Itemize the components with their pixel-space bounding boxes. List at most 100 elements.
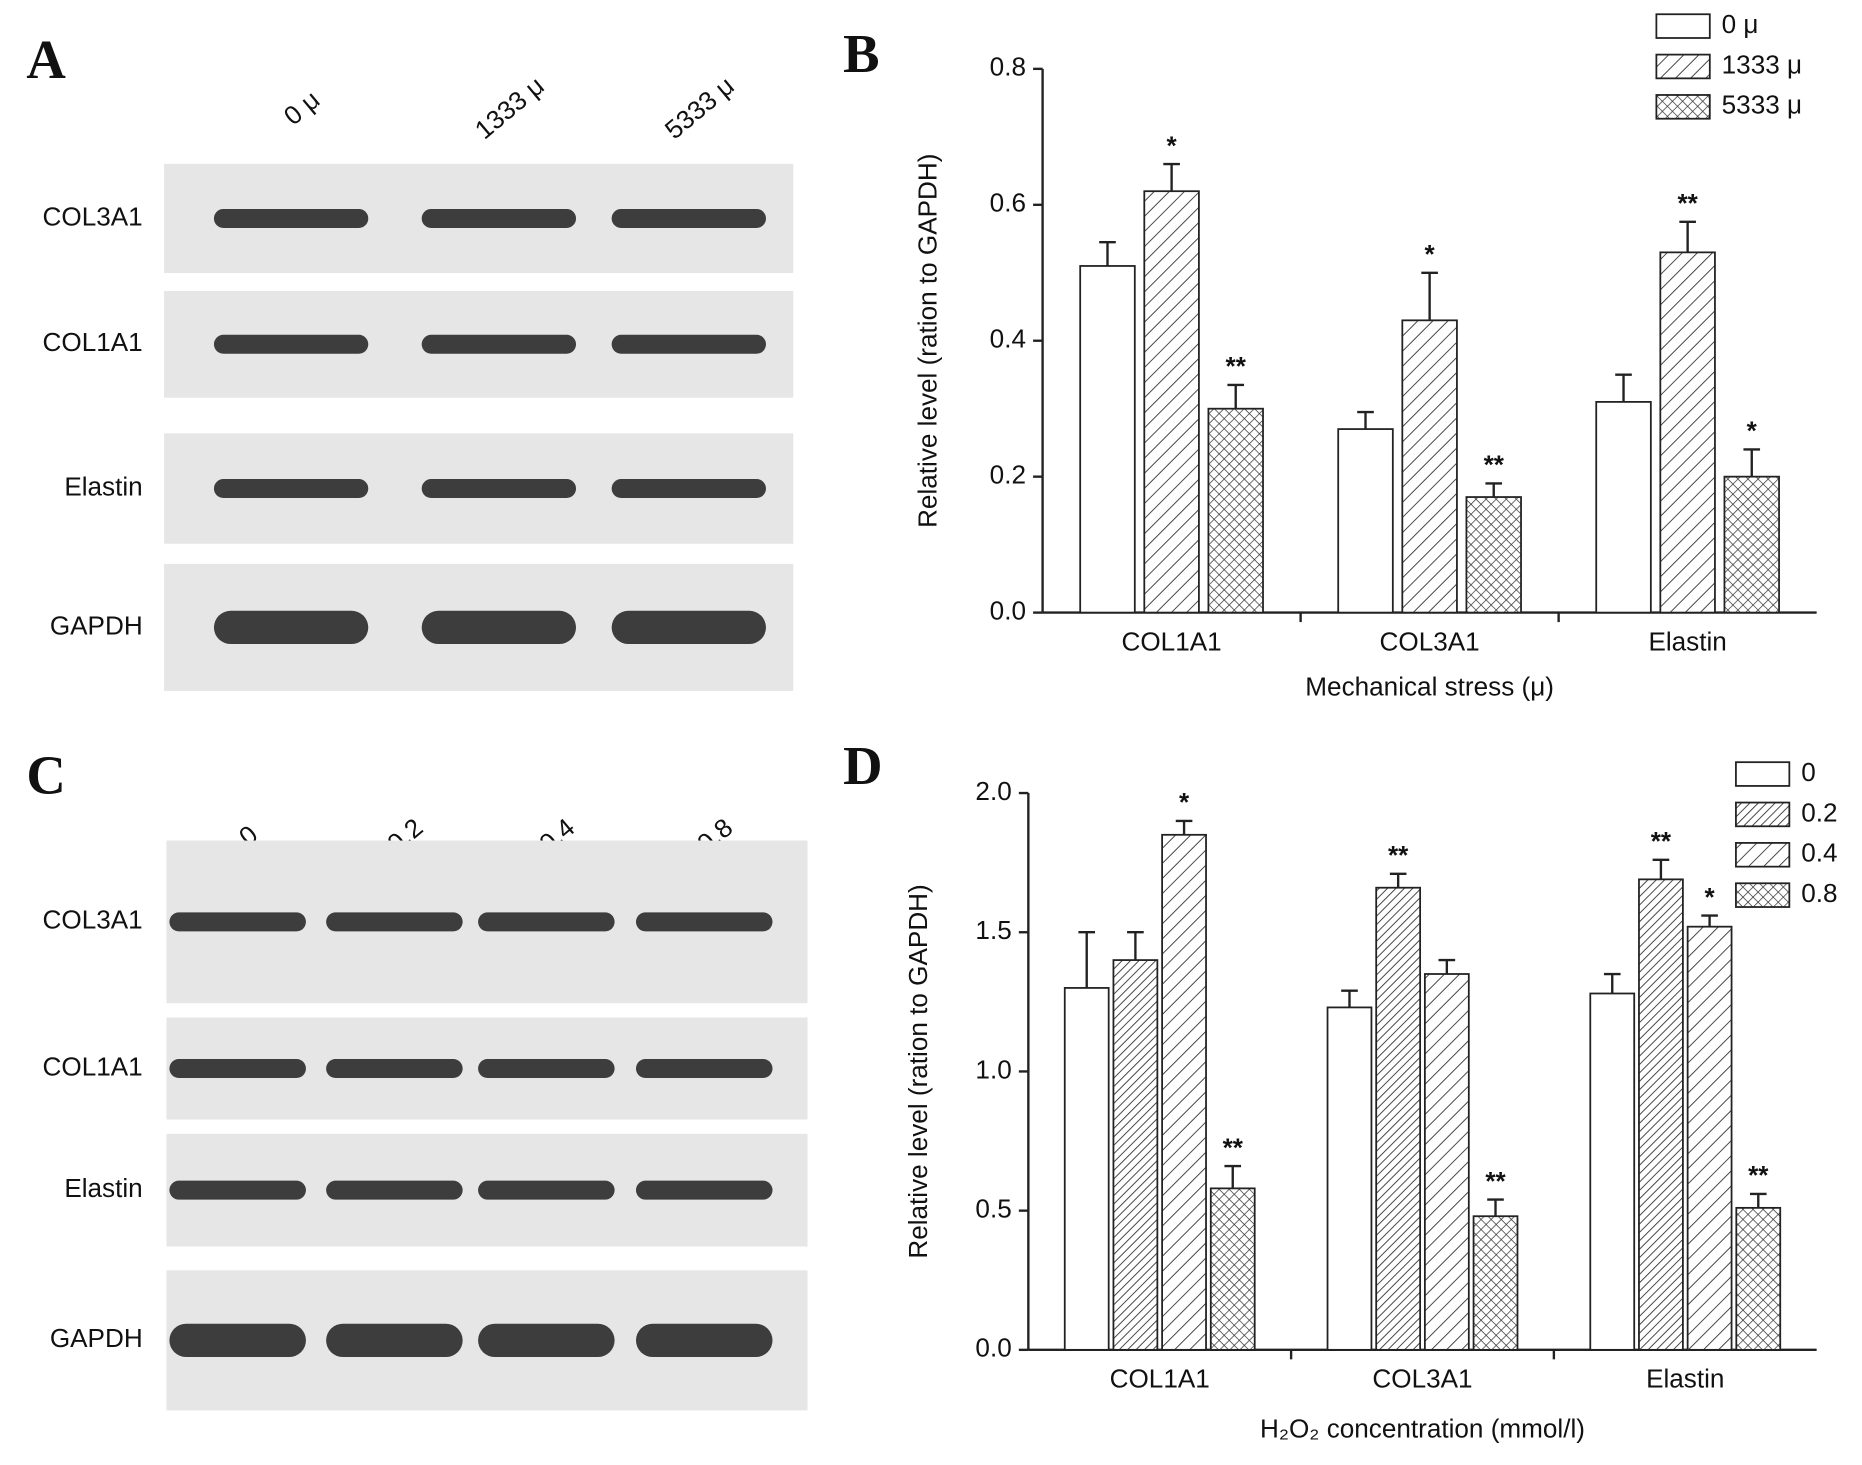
error-bar [1603,972,1621,994]
x-tick-label: COL3A1 [1372,1364,1472,1394]
blot-band [213,610,369,645]
legend-label: 0 [1801,757,1816,787]
error-bar [1175,819,1193,835]
legend-swatch [1735,842,1791,868]
bar [1063,987,1110,1351]
legend-label: 0.4 [1801,838,1837,868]
legend-swatch [1655,53,1711,80]
bar [1638,878,1684,1351]
x-tick-label: Elastin [1648,626,1726,656]
panel-label: B [843,23,879,84]
blot-band [326,1323,463,1357]
bar [1161,833,1207,1351]
bar [1401,319,1458,614]
y-tick-label: 0.2 [990,460,1026,490]
x-axis-label: Mechanical stress (μ) [1305,671,1554,701]
y-tick-label: 1.0 [975,1054,1011,1084]
row-label: COL3A1 [43,905,143,935]
significance: * [1705,882,1716,912]
blot-band [635,1323,773,1357]
bar [1595,401,1652,614]
blot-band [635,1058,773,1078]
bar [1686,925,1733,1351]
error-bar [1341,989,1358,1008]
legend-label: 0.8 [1801,878,1837,908]
error-bar [1652,858,1670,880]
significance: * [1425,239,1436,269]
blot-band [611,334,766,354]
lane-label: 0 μ [278,84,325,131]
x-tick-label: COL3A1 [1380,626,1480,656]
significance: ** [1484,450,1505,480]
bar [1465,496,1522,614]
significance: ** [1677,188,1698,218]
row-label: COL3A1 [43,201,143,231]
error-bar [1615,373,1632,402]
x-tick-label: Elastin [1646,1364,1724,1394]
blot-band [326,1180,463,1200]
error-bar [1421,271,1438,321]
panel-label: C [26,745,65,806]
legend-label: 1333 μ [1722,49,1802,79]
blot-band [169,912,306,932]
legend-swatch [1735,882,1791,908]
legend-label: 0 μ [1722,9,1759,39]
bar [1337,428,1394,614]
row-label: COL1A1 [43,1051,143,1081]
y-axis-label: Relative level (ration to GAPDH) [913,154,943,528]
y-tick-label: 0.0 [975,1333,1011,1363]
panel-label: D [843,735,882,796]
error-bar [1679,220,1696,253]
bar [1143,190,1200,614]
significance: ** [1226,351,1247,381]
error-bar [1078,931,1096,988]
error-bar [1163,162,1180,192]
x-axis-label: H₂O₂ concentration (mmol/l) [1260,1413,1585,1443]
blot-band [421,479,577,499]
legend-swatch [1735,801,1791,828]
bar [1472,1215,1519,1351]
bar [1423,973,1470,1351]
blot-band [611,479,766,499]
error-bar [1438,958,1456,975]
legend-swatch [1655,94,1711,120]
error-bar [1227,383,1245,409]
significance: ** [1388,840,1409,870]
error-bar [1389,872,1407,888]
row-label: COL1A1 [43,327,143,357]
blot-band [478,1058,615,1078]
x-tick-label: COL1A1 [1122,626,1222,656]
blot-band [169,1323,306,1357]
y-axis-label: Relative level (ration to GAPDH) [903,884,933,1258]
bar [1589,992,1636,1351]
bar [1207,407,1264,614]
error-bar [1701,914,1718,927]
blot-band [611,610,766,645]
error-bar [1224,1164,1242,1189]
y-tick-label: 0.8 [990,52,1026,82]
significance: * [1167,130,1178,160]
legend-label: 5333 μ [1722,90,1802,120]
legend-label: 0.2 [1801,797,1837,827]
row-label: Elastin [64,1173,142,1203]
row-label: GAPDH [50,1323,143,1353]
error-bar [1099,240,1116,266]
blot-band [421,208,577,228]
y-tick-label: 1.5 [975,915,1011,945]
significance: * [1179,787,1190,817]
significance: ** [1223,1132,1244,1162]
row-label: Elastin [64,471,142,501]
bar [1209,1187,1256,1351]
blot-band [478,1323,615,1357]
bar [1659,251,1716,614]
legend-swatch [1735,761,1791,787]
blot-band [478,912,615,932]
panel-label: A [26,29,66,90]
significance: ** [1748,1160,1769,1190]
blot-band [421,334,577,354]
bar [1326,1006,1373,1351]
error-bar [1749,1192,1767,1208]
y-tick-label: 2.0 [975,776,1011,806]
y-tick-label: 0.6 [990,188,1026,218]
legend-swatch [1655,13,1711,39]
